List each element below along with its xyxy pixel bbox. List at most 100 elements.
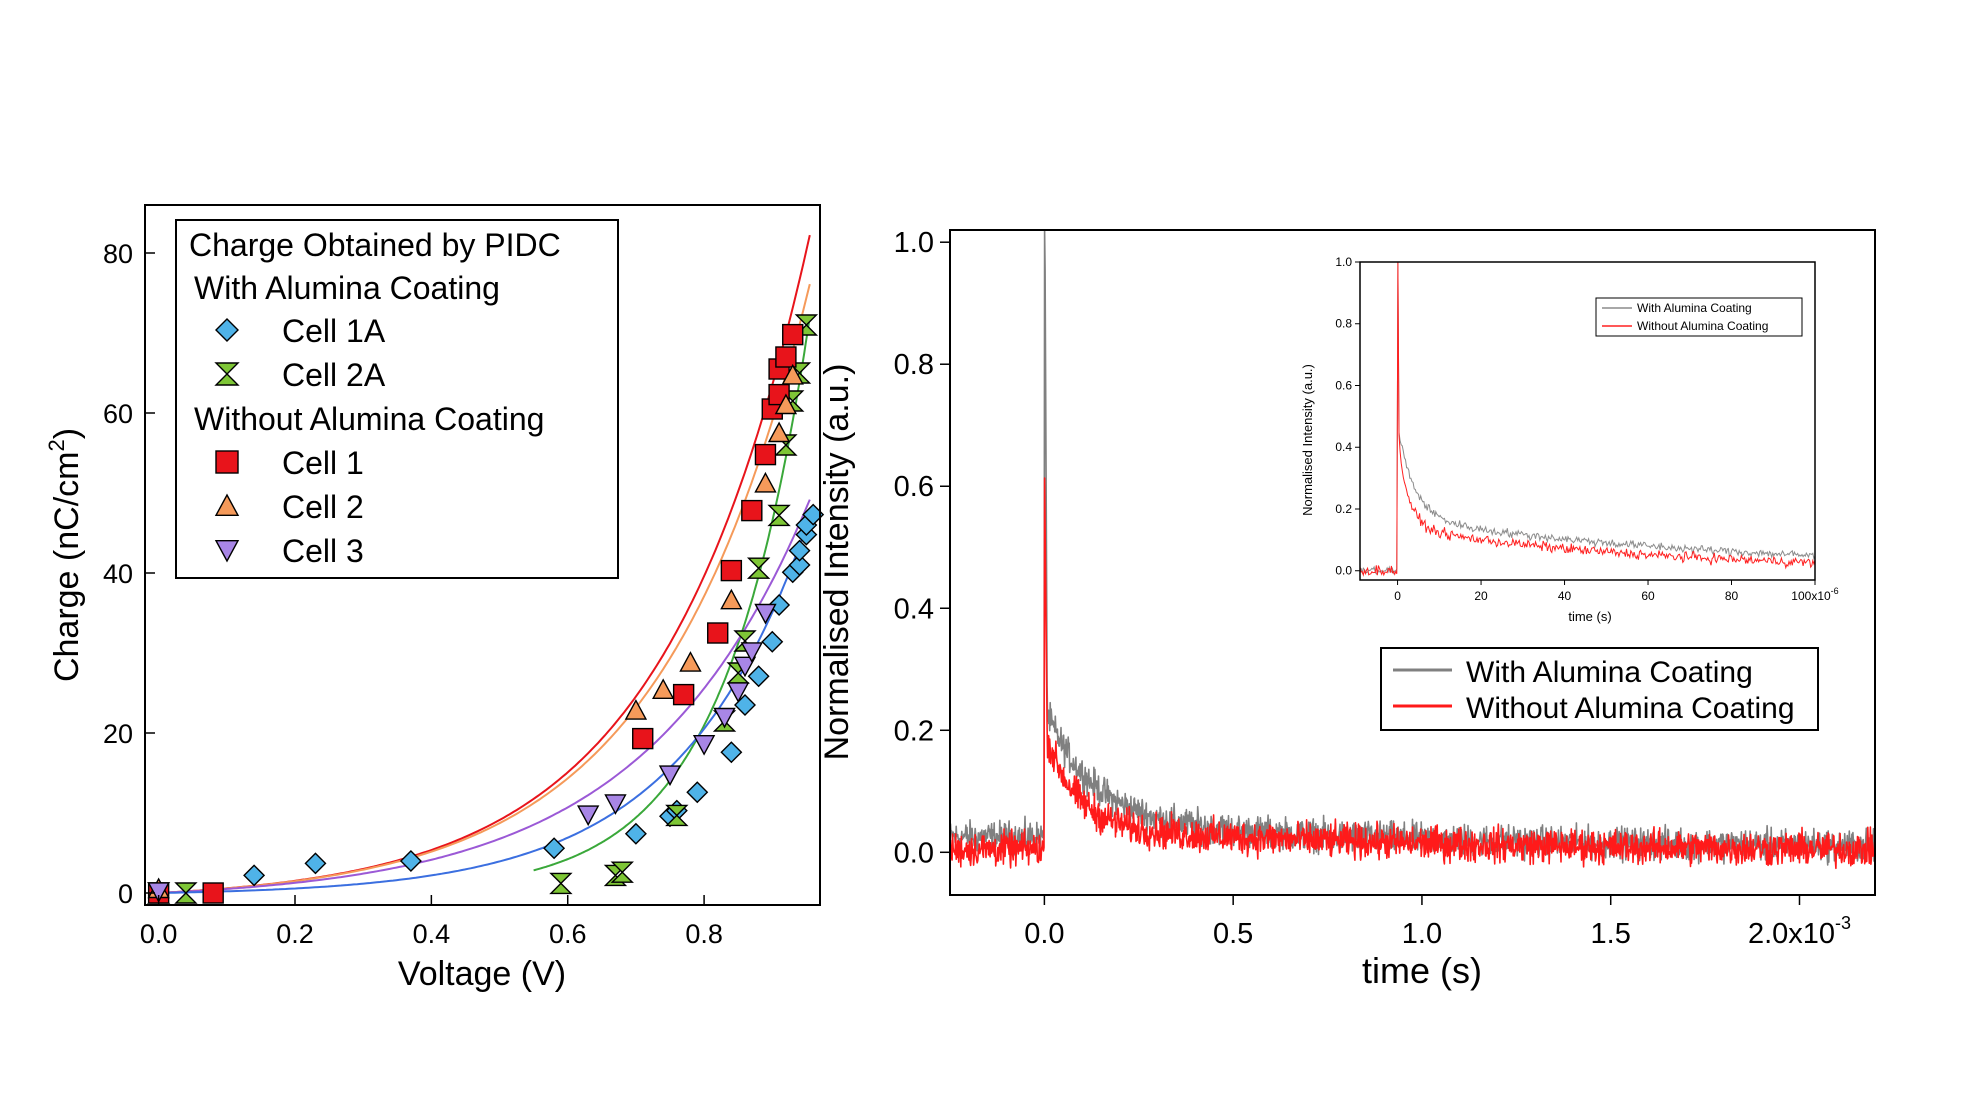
inset-x-tick-label: 0 [1394,589,1401,603]
right-x-tick-label: 1.0 [1402,918,1442,950]
data-point-cell-1 [672,683,695,706]
data-point-cell-1a [243,864,266,887]
legend-label-with: With Alumina Coating [1466,656,1753,689]
data-point-cell-3 [658,765,682,787]
data-point-cell-1a [761,630,784,653]
data-point-cell-2a [610,861,634,883]
right-plot-frame [949,229,1876,896]
right-x-tick-label: 0.5 [1213,918,1253,950]
left-legend-title: Charge Obtained by PIDC [189,227,561,263]
inset-x-tick-label: 80 [1725,589,1739,603]
right-x-ticks: 0.0 0.5 1.0 1.5 2.0x10-3 [1024,895,1851,950]
left-y-axis-label: Charge (nC/cm2) [44,428,86,682]
left-plot-frame [144,204,821,906]
data-point-cell-3 [754,603,777,625]
right-x-tick-label: 1.5 [1591,918,1631,950]
inset-traces [1359,261,1816,577]
data-point-cell-3 [733,656,757,678]
inset-x-tick-label: 40 [1558,589,1572,603]
inset-y-tick-label: 0.6 [1335,378,1352,392]
data-point-cell-1a [788,539,811,562]
data-point-cell-3 [740,642,763,663]
data-point-cell-3 [727,682,750,703]
right-y-tick-label: 0.8 [894,349,934,381]
right-x-tick-label: 2.0x10-3 [1748,913,1851,950]
data-point-cell-1 [782,323,804,346]
legend-label-cell-1a: Cell 1A [282,313,386,349]
left-x-axis-label: Voltage (V) [398,955,566,993]
legend-marker-cell-2 [214,493,240,517]
left-legend-group-with: With Alumina Coating [194,270,500,306]
data-point-cell-1a [624,822,647,845]
left-y-tick-label: 80 [103,239,133,269]
left-data-points [146,314,825,904]
left-y-tick-label: 60 [103,399,133,429]
right-y-tick-label: 0.4 [894,593,934,625]
data-point-cell-2 [720,588,743,610]
right-y-tick-label: 1.0 [894,227,934,259]
data-point-cell-1a [720,741,743,764]
inset-x-tick-exponent: -6 [1831,586,1839,596]
right-legend-box [1380,647,1819,731]
inset-x-tick-label: 20 [1474,589,1488,603]
data-point-cell-3 [604,794,627,815]
legend-marker-cell-2a [214,362,240,386]
data-point-cell-1a [543,837,566,860]
inset-trace-with-alumina [1359,261,1816,575]
legend-label-cell-1: Cell 1 [282,445,364,481]
data-point-cell-1a [399,850,422,872]
data-point-cell-1a [686,781,709,804]
left-y-tick-label: 0 [118,879,133,909]
data-point-cell-2 [774,393,798,415]
inset-x-tick-label: 100x10-6 [1791,586,1838,603]
left-legend-group-without: Without Alumina Coating [194,401,544,437]
data-point-cell-3 [577,805,600,827]
inset-legend: With Alumina Coating Without Alumina Coa… [1595,297,1803,337]
left-x-tick-label: 0.2 [276,919,314,949]
inset-y-tick-label: 0.8 [1335,317,1352,331]
legend-entry-cell-2a [214,362,240,386]
inset-y-tick-label: 0.4 [1335,440,1352,454]
right-x-tick-label: 0.0 [1024,918,1064,950]
legend-entry-cell-2 [214,493,240,517]
legend-marker-cell-3 [214,539,240,563]
legend-entry-cell-1 [215,450,239,474]
data-point-cell-2a [549,872,573,895]
inset-x-axis-label: time (s) [1568,609,1611,624]
left-legend: Charge Obtained by PIDC With Alumina Coa… [175,219,619,579]
inset-x-tick-label: 60 [1641,589,1655,603]
data-point-cell-2 [679,651,702,672]
fit-curve-fit-1a [158,516,811,894]
data-point-cell-2a [746,557,771,579]
inset-legend-box [1595,297,1803,337]
right-y-tick-label: 0.2 [894,715,934,747]
inset-trace-without-alumina [1359,261,1816,577]
data-point-cell-1a [788,554,811,576]
legend-label-cell-2a: Cell 2A [282,357,386,393]
inset-y-tick-label: 0.0 [1335,564,1352,578]
legend-label-without: Without Alumina Coating [1466,692,1795,725]
right-x-tick-exponent: -3 [1835,913,1851,933]
inset-y-axis-label: Normalised Intensity (a.u.) [1300,364,1315,516]
fit-curve-fit-3 [158,499,811,894]
data-point-cell-2a [174,882,198,904]
legend-label-cell-3: Cell 3 [282,533,364,569]
left-y-label-sup: 2 [44,439,69,451]
inset-y-tick-label: 0.2 [1335,502,1352,516]
data-point-cell-2 [767,421,791,443]
inset-x-ticks: 0 20 40 60 80 100x10-6 [1394,580,1839,603]
inset-chart: 0 20 40 60 80 100x10-6 0.0 0.2 0.4 0.6 0.8 1.0 tim… [1300,255,1839,624]
data-point-cell-2 [754,471,777,493]
trace-with-alumina [949,229,1876,866]
data-point-cell-1a [768,594,791,616]
data-point-cell-3 [713,707,736,729]
left-legend-box [175,219,619,579]
data-point-cell-2a [665,804,689,827]
right-traces [949,229,1876,870]
data-point-cell-1 [720,559,743,582]
inset-frame [1359,261,1816,581]
data-point-cell-1a [304,852,327,875]
left-x-tick-label: 0.8 [685,919,723,949]
data-point-cell-2 [624,699,648,720]
